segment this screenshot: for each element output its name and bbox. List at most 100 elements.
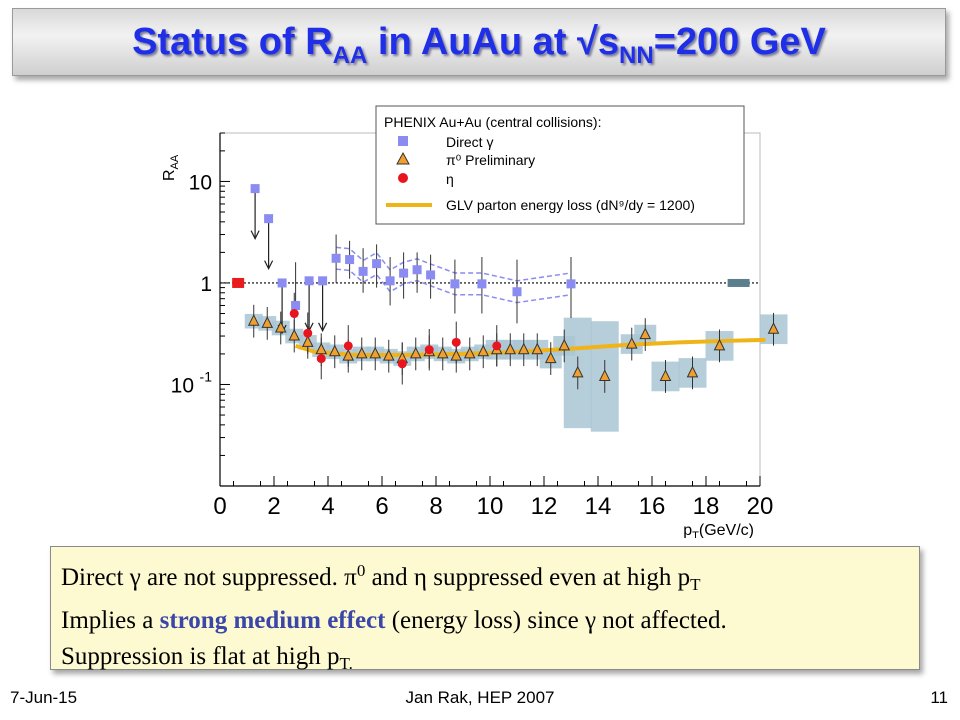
legend-label-glv: GLV parton energy loss (dN⁹/dy = 1200) xyxy=(446,197,695,213)
direct-upper-limit-head xyxy=(318,322,328,333)
norm-box-left xyxy=(232,277,245,288)
pi0-point xyxy=(686,365,699,378)
note-line-2: Implies a strong medium effect (energy l… xyxy=(61,607,727,634)
pi0-point xyxy=(247,314,260,326)
pi0-point xyxy=(463,346,476,359)
y-axis-title: RAA xyxy=(161,154,181,181)
pi0-point xyxy=(328,344,341,357)
x-tick-label: 8 xyxy=(429,493,442,520)
pi0-point xyxy=(504,342,517,355)
pi0-point xyxy=(517,342,530,355)
pi0-point xyxy=(382,349,395,361)
y-tick-label-1: 1 xyxy=(200,273,212,296)
pi0-point xyxy=(558,338,571,351)
pi0-point xyxy=(342,349,355,361)
eta-point xyxy=(343,341,353,351)
pi0-point xyxy=(355,346,368,359)
y-tick-label-0.1-exponent: -1 xyxy=(200,368,213,384)
direct-gamma-point xyxy=(345,255,355,265)
pi0-point xyxy=(436,346,449,359)
x-tick-label: 16 xyxy=(639,493,666,520)
eta-point xyxy=(424,345,434,355)
pi0-point xyxy=(713,338,726,351)
legend-label-pi0: π⁰ Preliminary xyxy=(446,152,535,168)
x-tick-label: 20 xyxy=(747,493,774,520)
eta-point xyxy=(289,309,299,319)
legend-box xyxy=(375,105,745,225)
pi0-point xyxy=(315,342,328,355)
eta-point xyxy=(316,354,326,364)
norm-box-right xyxy=(727,278,750,287)
pi0-point xyxy=(450,349,463,361)
note-line-1: Direct γ are not suppressed. π0 and η su… xyxy=(61,561,701,594)
pi0-point xyxy=(409,346,422,359)
x-tick-label: 18 xyxy=(693,493,720,520)
x-tick-label: 2 xyxy=(267,493,280,520)
x-axis-title: pT(GeV/c) xyxy=(683,522,754,538)
pi0-point xyxy=(625,336,638,349)
legend-marker-pi0 xyxy=(396,151,410,165)
legend-label-direct: Direct γ xyxy=(446,134,493,150)
x-tick-label: 0 xyxy=(213,493,226,520)
x-tick-label: 14 xyxy=(585,493,612,520)
pi0-point xyxy=(301,335,314,347)
legend-marker-eta xyxy=(398,173,408,183)
pi0-point xyxy=(477,344,490,357)
pi0-point xyxy=(639,327,652,340)
pi0-point xyxy=(369,346,382,359)
direct-sys-lower xyxy=(336,268,572,304)
direct-gamma-point xyxy=(477,279,487,289)
x-tick-label: 6 xyxy=(375,493,388,520)
x-tick-label: 4 xyxy=(321,493,334,520)
eta-point xyxy=(303,328,313,338)
pi0-point xyxy=(598,369,611,381)
legend-header: PHENIX Au+Au (central collisions): xyxy=(384,114,601,130)
direct-gamma-point xyxy=(250,184,260,194)
strong-medium-effect: strong medium effect xyxy=(159,607,386,634)
direct-gamma-point xyxy=(385,276,395,286)
direct-gamma-point xyxy=(318,276,328,286)
y-tick-label-0.1: 10 xyxy=(171,374,194,397)
footer-date: 7-Jun-15 xyxy=(10,688,78,707)
direct-sys-upper xyxy=(336,246,572,282)
direct-upper-limit-head xyxy=(250,230,260,240)
legend-label-eta: η xyxy=(446,171,454,187)
summary-note: Direct γ are not suppressed. π0 and η su… xyxy=(50,546,920,673)
glv-curve xyxy=(295,337,766,358)
direct-gamma-point xyxy=(412,265,422,275)
direct-gamma-point xyxy=(277,278,287,288)
eta-point xyxy=(492,341,502,351)
direct-gamma-point xyxy=(399,268,409,278)
direct-gamma-point xyxy=(358,266,368,276)
x-tick-label: 10 xyxy=(477,493,504,520)
direct-gamma-point xyxy=(450,279,460,289)
raa-chart: 0 2 4 6 8 10 12 14 16 18 20 10 1 10 -1 pT(GeV/c) RAA PHE… xyxy=(161,105,788,538)
legend-marker-direct xyxy=(398,136,408,146)
direct-gamma-point xyxy=(304,276,314,286)
y-tick-label-10: 10 xyxy=(189,171,212,194)
pi0-point xyxy=(544,351,557,364)
pi0-point xyxy=(659,369,672,381)
note-line-3: Suppression is flat at high pT. xyxy=(61,643,353,673)
footer-page-number: 11 xyxy=(930,688,948,707)
legend: PHENIX Au+Au (central collisions): Direc… xyxy=(375,105,745,225)
footer-author: Jan Rak, HEP 2007 xyxy=(405,688,555,707)
direct-gamma-point xyxy=(372,259,382,269)
direct-gamma-point xyxy=(331,253,341,263)
direct-gamma-point xyxy=(512,287,522,297)
pi0-point xyxy=(274,320,287,333)
pi0-point xyxy=(531,342,544,355)
direct-gamma-point xyxy=(264,214,274,224)
pi0-point xyxy=(767,322,780,334)
slide-title: Status of RAA in AuAu at √sNN=200 GeV xyxy=(132,20,826,69)
eta-point xyxy=(451,337,461,347)
eta-point xyxy=(397,359,407,369)
pi0-point xyxy=(261,316,274,328)
direct-gamma-point xyxy=(291,300,301,310)
pi0-point xyxy=(571,365,584,378)
title-box: Status of RAA in AuAu at √sNN=200 GeV xyxy=(12,8,946,76)
direct-upper-limit-head xyxy=(264,260,274,270)
x-tick-label: 12 xyxy=(531,493,558,520)
pi0-point xyxy=(288,328,301,341)
direct-gamma-point xyxy=(426,270,436,280)
